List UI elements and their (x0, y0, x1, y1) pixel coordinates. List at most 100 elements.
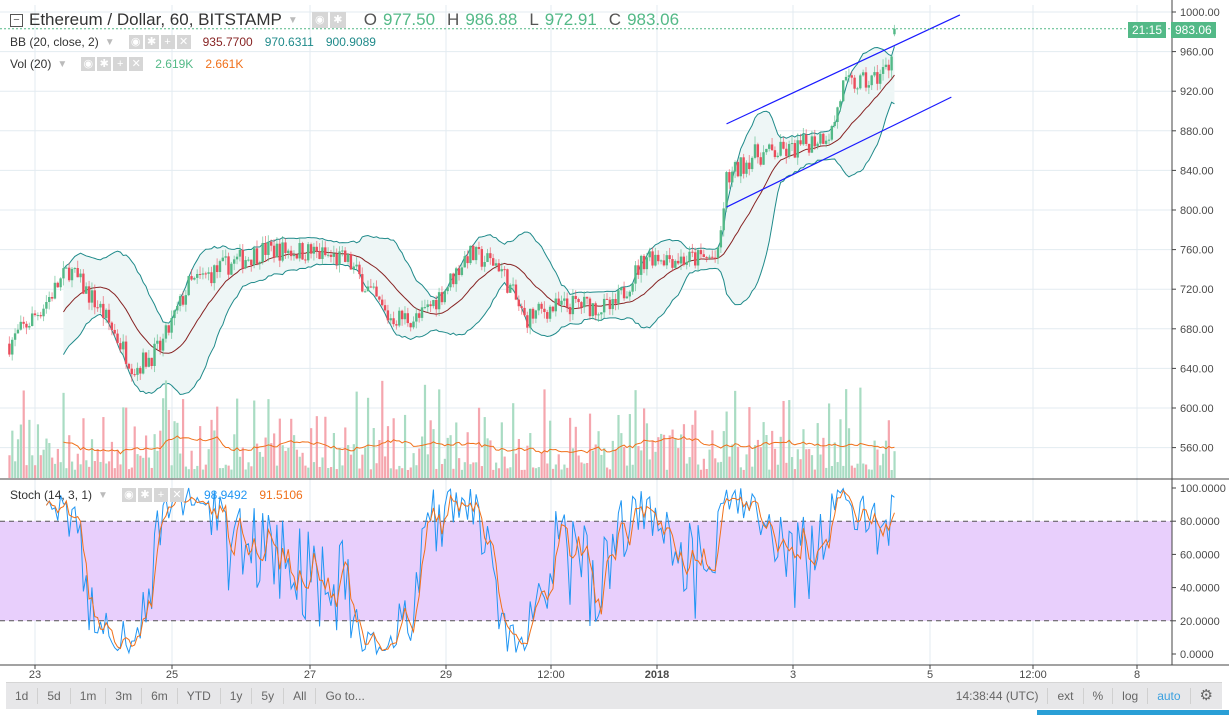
volume-bar (150, 467, 153, 478)
volume-bar (31, 455, 34, 478)
volume-bar (742, 469, 745, 478)
chevron-down-icon[interactable]: ▼ (104, 36, 115, 48)
range-all[interactable]: All (284, 688, 317, 704)
close-icon[interactable]: ✕ (129, 57, 144, 71)
close-icon[interactable]: ✕ (169, 488, 184, 502)
percent-toggle[interactable]: % (1084, 688, 1114, 704)
price-tick-label: 800.00 (1180, 205, 1214, 217)
stoch-label[interactable]: Stoch (14, 3, 1) (10, 488, 93, 502)
plus-icon[interactable]: + (153, 488, 168, 502)
range-1d[interactable]: 1d (6, 688, 39, 704)
eye-icon[interactable]: ◉ (128, 35, 143, 49)
symbol-title[interactable]: Ethereum / Dollar, 60, BITSTAMP (29, 10, 282, 29)
chevron-down-icon[interactable]: ▼ (57, 58, 68, 70)
volume-bar (443, 458, 446, 478)
candle-body (250, 259, 253, 266)
range-6m[interactable]: 6m (142, 688, 178, 704)
volume-bar (586, 462, 589, 478)
close-icon[interactable]: ✕ (176, 35, 191, 49)
candle-body (252, 248, 256, 266)
volume-bar (421, 436, 424, 478)
vol-legend: Vol (20) ▼ ◉ ✱ + ✕ 2.619K 2.661K (10, 57, 243, 71)
candle-body (289, 250, 293, 257)
volume-bar (842, 465, 845, 478)
eye-icon[interactable]: ◉ (121, 488, 136, 502)
volume-bar (526, 445, 529, 478)
candle-body (787, 143, 791, 157)
volume-bar (699, 469, 703, 478)
candle-body (503, 269, 506, 271)
chart-canvas[interactable]: 1000.00 960.00 920.00 880.00 840.00 800.00 760… (0, 0, 1229, 682)
volume-bar (668, 435, 671, 478)
candle-body (82, 273, 85, 294)
candle-body (45, 301, 48, 309)
volume-bar (45, 438, 48, 478)
candle-body (62, 268, 65, 279)
candle-body (719, 230, 723, 248)
volume-bar (73, 469, 77, 478)
candle-body (639, 255, 643, 275)
volume-bar (310, 428, 313, 478)
range-ytd[interactable]: YTD (178, 688, 221, 704)
volume-bar (893, 451, 896, 478)
collapse-icon[interactable]: − (10, 13, 23, 27)
chevron-down-icon[interactable]: ▼ (98, 489, 108, 501)
gear-icon[interactable]: ✱ (97, 57, 112, 71)
volume-bar (714, 458, 717, 478)
vol-label[interactable]: Vol (20) (10, 57, 52, 71)
range-5y[interactable]: 5y (252, 688, 285, 704)
range-1y[interactable]: 1y (221, 688, 253, 704)
candle-body (366, 286, 370, 292)
settings-gear-icon[interactable]: ⚙ (1199, 687, 1213, 704)
eye-icon[interactable]: ◉ (81, 57, 96, 71)
volume-bar (594, 444, 597, 478)
candle-body (563, 298, 566, 301)
eye-icon[interactable]: ◉ (311, 12, 328, 28)
goto-button[interactable]: Go to... (325, 689, 365, 703)
candle-body (389, 318, 392, 321)
gear-icon[interactable]: ✱ (144, 35, 159, 49)
bb-label[interactable]: BB (20, close, 2) (10, 35, 99, 49)
candle-body (96, 307, 99, 309)
volume-bar (241, 447, 244, 478)
volume-bar (88, 466, 91, 478)
gear-icon[interactable]: ✱ (137, 488, 152, 502)
volume-bar (329, 467, 333, 478)
candle-body (8, 343, 11, 355)
range-3m[interactable]: 3m (106, 688, 143, 704)
clock: 14:38:44 (UTC) (947, 688, 1049, 704)
candle-body (153, 343, 156, 366)
candle-body (201, 273, 205, 275)
candle-body (73, 268, 77, 270)
volume-bar (216, 406, 219, 478)
volume-bar (466, 432, 469, 478)
volume-bar (429, 420, 432, 478)
candle-body (528, 308, 532, 328)
candle-body (506, 269, 509, 293)
candle-body (819, 133, 822, 144)
high-value: 986.88 (465, 10, 518, 29)
candle-body (449, 273, 452, 288)
plus-icon[interactable]: + (113, 57, 128, 71)
volume-bar (253, 400, 256, 478)
candle-body (494, 263, 498, 266)
volume-bar (782, 400, 785, 478)
auto-toggle[interactable]: auto (1148, 688, 1191, 704)
candle-body (39, 315, 42, 317)
volume-bar (318, 466, 321, 478)
volume-bar (207, 449, 210, 478)
volume-bar (438, 389, 441, 478)
range-1m[interactable]: 1m (71, 688, 107, 704)
volume-bar (799, 459, 802, 478)
gear-icon[interactable]: ✱ (329, 12, 346, 28)
chevron-down-icon[interactable]: ▼ (287, 14, 298, 26)
volume-bar (324, 416, 327, 478)
range-5d[interactable]: 5d (38, 688, 71, 704)
candle-body (893, 28, 896, 35)
candle-body (679, 256, 683, 264)
volume-bar (731, 444, 734, 478)
ext-toggle[interactable]: ext (1048, 688, 1084, 704)
plus-icon[interactable]: + (160, 35, 175, 49)
log-toggle[interactable]: log (1113, 688, 1149, 704)
bb-lower-line (63, 101, 895, 396)
